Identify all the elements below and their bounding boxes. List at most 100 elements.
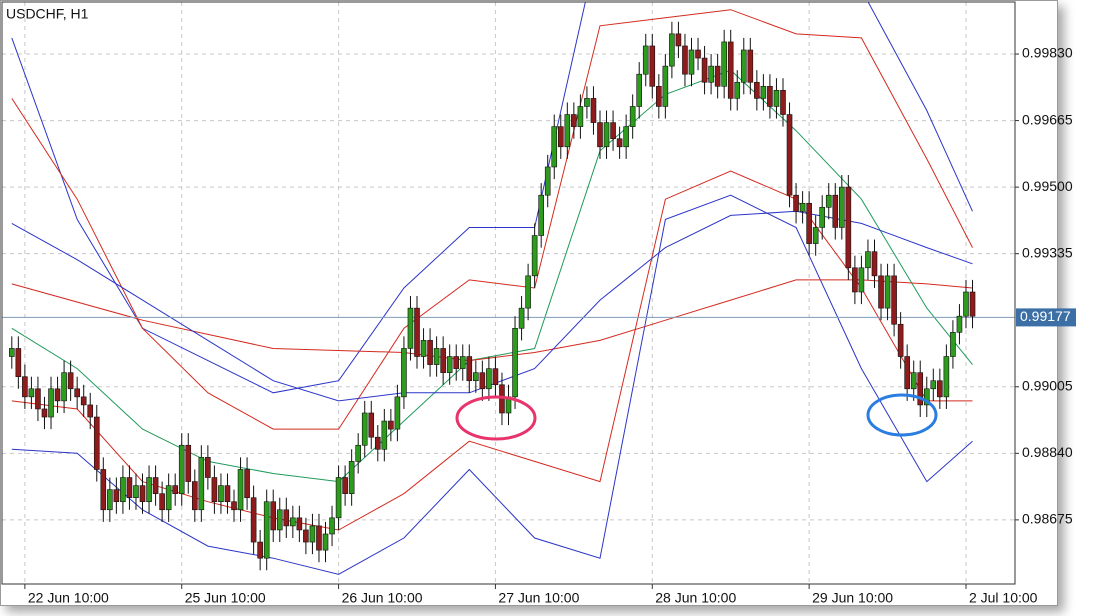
candle-body [420,340,427,357]
candle-body [937,380,943,398]
candle-body [682,45,688,75]
candle-body [22,376,28,398]
candle-body [610,122,616,140]
candle-body [525,275,531,309]
candle-body [538,194,544,236]
candle-body [675,33,682,47]
candle-body [963,291,969,317]
y-tick-label: 0.98675 [1022,511,1073,527]
candle-body [819,206,826,228]
candle-body [100,469,107,511]
candle-body [479,372,486,390]
axes: 0.99830 0.99665 0.99500 0.99335 0.99005 0.988… [24,45,1076,606]
candle-body [185,444,192,482]
candle-body [845,186,852,269]
indicator-line [11,69,973,483]
candle-body [374,436,381,450]
plot-border [1,1,1016,585]
candle-body [531,235,538,277]
candle-body [492,368,499,386]
candle-body [930,380,937,390]
x-tick-label: 27 Jun 10:00 [498,590,579,606]
candle-body [361,412,368,446]
y-tick-label: 0.99005 [1022,377,1073,393]
candle-body [466,356,473,382]
candle-body [603,122,610,148]
candle-body [767,85,773,107]
candle-body [107,489,113,511]
x-tick-label: 29 Jun 10:00 [812,590,893,606]
candle-body [198,457,205,511]
candle-body [590,98,597,123]
candle-body [518,307,525,329]
candle-body [414,307,420,357]
candle-body [67,372,74,390]
grid [2,2,1015,584]
candle-body [701,57,708,83]
candle-body [773,90,780,107]
candle-body [446,356,453,373]
candle-body [754,81,760,99]
candle-body [904,356,910,390]
candle-body [165,485,172,511]
candle-body [257,541,263,559]
candle-body [832,194,839,228]
candle-body [244,469,250,498]
candle-body [191,481,198,511]
candle-body [669,33,675,67]
candle-body [250,497,257,543]
candle-body [139,485,146,503]
x-tick-label: 26 Jun 10:00 [342,590,423,606]
candle-body [335,477,342,519]
candle-body [544,166,551,196]
indicator-line [11,2,973,394]
x-tick-label: 22 Jun 10:00 [28,590,109,606]
candle-body [662,65,669,107]
candle-body [394,396,401,430]
candle-body [87,404,94,418]
highlight-ellipse [866,393,938,437]
candle-body [146,477,152,503]
candle-body [342,477,348,494]
candle-body [283,509,290,527]
candle-body [760,85,767,99]
candle-body [28,388,35,398]
candle-body [551,126,558,168]
candle-body [270,501,277,531]
candle-body [708,65,714,83]
candle-body [322,533,329,551]
indicator-line [11,210,973,402]
y-tick-label: 0.98840 [1022,444,1073,460]
candle-body [486,368,492,390]
candle-body [401,348,407,398]
candle-body [407,307,414,349]
y-tick-label: 0.99335 [1022,244,1073,260]
candle-body [852,267,858,293]
candle-body [368,412,375,438]
candle-body [41,408,48,418]
candle-body [812,227,819,244]
candle-body [649,45,656,87]
candle-body [296,517,303,531]
candle-body [388,420,394,430]
candle-body [636,73,643,107]
y-tick-label: 0.99500 [1022,178,1073,194]
candle-body [126,477,133,498]
candle-body [956,315,963,333]
candle-body [224,485,231,503]
candle-body [878,275,884,309]
candle-body [211,477,218,503]
candle-body [891,275,897,325]
candle-body [871,251,878,277]
candle-body [172,485,178,494]
indicator-line [11,194,973,575]
chart-title: USDCHF, H1 [6,6,89,22]
candle-body [231,501,237,511]
candle-body [290,517,296,527]
candle-body [205,457,211,478]
candle-body [714,65,721,87]
candle-body [303,529,309,543]
candle-body [623,126,629,148]
candle-body [54,388,61,402]
y-tick-label: 0.99830 [1022,45,1073,61]
